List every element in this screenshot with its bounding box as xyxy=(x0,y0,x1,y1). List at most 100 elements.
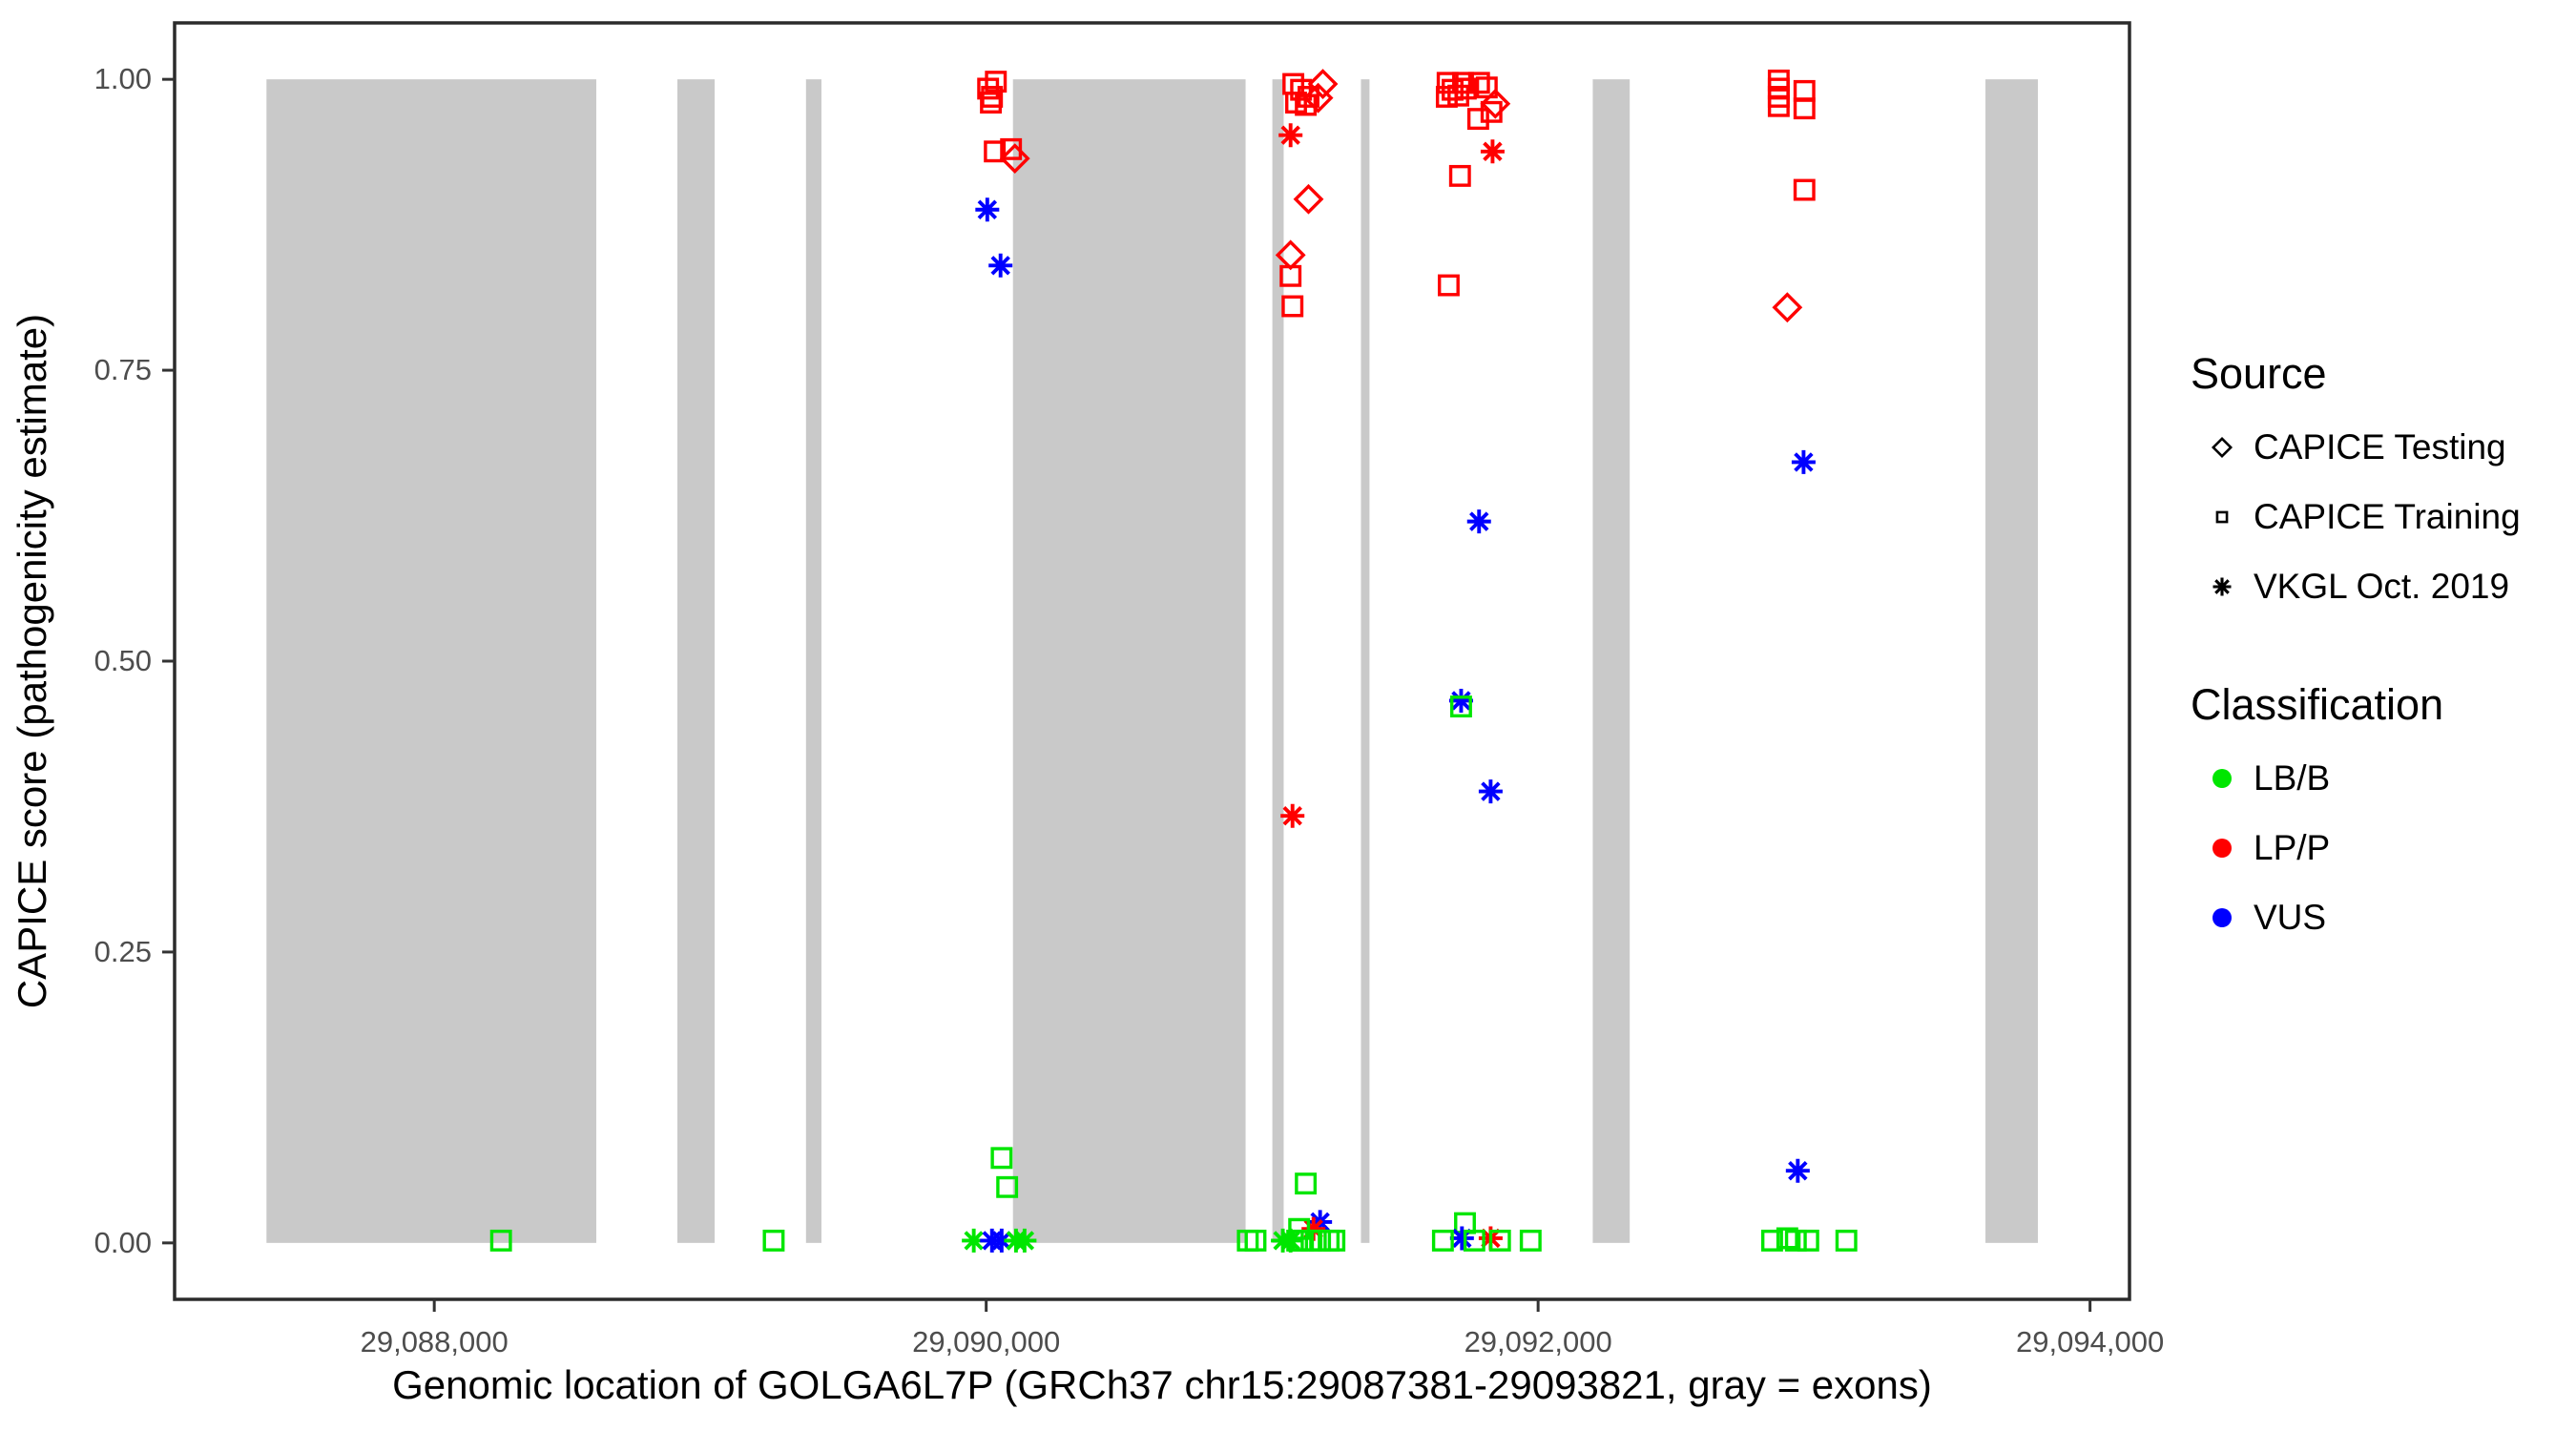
legend-item-vkgl: VKGL Oct. 2019 xyxy=(2191,551,2572,621)
legend-item-vus: VUS xyxy=(2191,882,2572,952)
legend-item-capice-training: CAPICE Training xyxy=(2191,482,2572,551)
data-point xyxy=(1281,295,1304,318)
diamond-icon xyxy=(2191,425,2254,470)
legend-marker xyxy=(2212,768,2232,788)
data-point xyxy=(1454,77,1477,100)
data-point xyxy=(2212,768,2232,788)
data-point xyxy=(1793,97,1816,120)
data-point xyxy=(1302,82,1334,114)
data-point xyxy=(1488,1229,1511,1252)
red-dot-icon xyxy=(2191,825,2254,871)
data-point xyxy=(975,197,1000,222)
data-point xyxy=(1301,1216,1326,1241)
legend-item-lbb: LB/B xyxy=(2191,743,2572,813)
legend-item-label: LB/B xyxy=(2254,757,2331,798)
data-point xyxy=(988,253,1013,278)
data-point xyxy=(2212,838,2232,858)
data-point xyxy=(980,92,1003,114)
y-tick-label: 0.00 xyxy=(94,1226,152,1259)
legend-marker xyxy=(2212,838,2232,858)
data-point xyxy=(1280,803,1305,828)
data-point xyxy=(2212,907,2232,927)
x-tick-label: 29,088,000 xyxy=(361,1325,509,1358)
data-point xyxy=(1785,1158,1810,1183)
x-tick-label: 29,090,000 xyxy=(912,1325,1060,1358)
data-point xyxy=(1450,695,1472,718)
exon-band xyxy=(1361,79,1370,1243)
legend-source-title: Source xyxy=(2191,349,2327,398)
legend-item-label: CAPICE Testing xyxy=(2254,426,2506,467)
x-tick-label: 29,092,000 xyxy=(1465,1325,1612,1358)
data-point xyxy=(1447,84,1470,107)
data-point xyxy=(1463,1229,1485,1252)
legend-classification-group: Classification LB/B LP/P VUS xyxy=(2191,680,2572,952)
data-point xyxy=(2212,577,2232,595)
legend-marker xyxy=(2215,510,2229,523)
data-point xyxy=(1431,1229,1454,1252)
legend-marker xyxy=(2212,907,2232,927)
data-point xyxy=(1793,178,1816,201)
data-point xyxy=(999,143,1030,174)
data-point xyxy=(1475,76,1498,99)
exon-band xyxy=(1272,79,1284,1243)
data-point xyxy=(1449,1226,1474,1251)
legend-item-label: CAPICE Training xyxy=(2254,496,2521,536)
data-point xyxy=(2211,436,2233,458)
x-axis-title: Genomic location of GOLGA6L7P (GRCh37 ch… xyxy=(392,1362,1932,1407)
y-axis-title: CAPICE score (pathogenicity estimate) xyxy=(10,313,54,1009)
data-point xyxy=(1293,183,1324,215)
data-point xyxy=(1448,688,1473,713)
data-point xyxy=(1466,108,1489,131)
data-point xyxy=(1480,100,1503,123)
data-point xyxy=(1452,72,1474,94)
data-point xyxy=(1793,79,1816,102)
exon-band xyxy=(805,79,821,1243)
legend-marker xyxy=(2211,436,2233,458)
y-tick-label: 1.00 xyxy=(94,62,152,95)
data-point xyxy=(1835,1229,1858,1252)
data-point xyxy=(1797,1229,1819,1252)
green-dot-icon xyxy=(2191,756,2254,801)
legend-item-label: LP/P xyxy=(2254,827,2331,867)
data-point xyxy=(1772,292,1803,323)
data-point xyxy=(990,1147,1013,1170)
legend-source-group: Source CAPICE Testing CAPICE Training VK… xyxy=(2191,349,2572,621)
data-point xyxy=(2215,510,2229,523)
asterisk-icon xyxy=(2191,564,2254,610)
legend-item-capice-testing: CAPICE Testing xyxy=(2191,412,2572,482)
exon-band xyxy=(1592,79,1631,1243)
data-point xyxy=(1323,1229,1346,1252)
legend-classification-title: Classification xyxy=(2191,680,2444,729)
data-point xyxy=(1290,78,1313,101)
square-icon xyxy=(2191,494,2254,540)
data-point xyxy=(1278,123,1303,148)
data-point xyxy=(489,1229,512,1252)
legend-item-lpp: LP/P xyxy=(2191,813,2572,882)
data-point xyxy=(1448,164,1471,187)
data-point xyxy=(1278,1228,1303,1253)
data-point xyxy=(1466,509,1491,534)
data-point xyxy=(1437,274,1460,297)
data-point xyxy=(1454,1212,1476,1234)
data-point xyxy=(1760,1229,1783,1252)
data-point xyxy=(1279,264,1302,287)
y-tick-label: 0.25 xyxy=(94,935,152,968)
exon-band xyxy=(1985,79,2038,1243)
data-point xyxy=(989,1228,1014,1253)
blue-dot-icon xyxy=(2191,895,2254,941)
y-tick-label: 0.50 xyxy=(94,644,152,677)
y-tick-label: 0.75 xyxy=(94,353,152,386)
exon-band xyxy=(266,79,596,1243)
data-point xyxy=(762,1229,785,1252)
data-point xyxy=(984,140,1007,163)
data-point xyxy=(996,1175,1019,1198)
legend-item-label: VKGL Oct. 2019 xyxy=(2254,566,2510,606)
data-point xyxy=(1791,449,1816,474)
exon-band xyxy=(677,79,716,1243)
data-point xyxy=(1478,779,1503,804)
data-point xyxy=(1767,94,1790,117)
legend-item-label: VUS xyxy=(2254,897,2327,937)
exon-band xyxy=(1012,79,1246,1243)
data-point xyxy=(962,1228,987,1253)
